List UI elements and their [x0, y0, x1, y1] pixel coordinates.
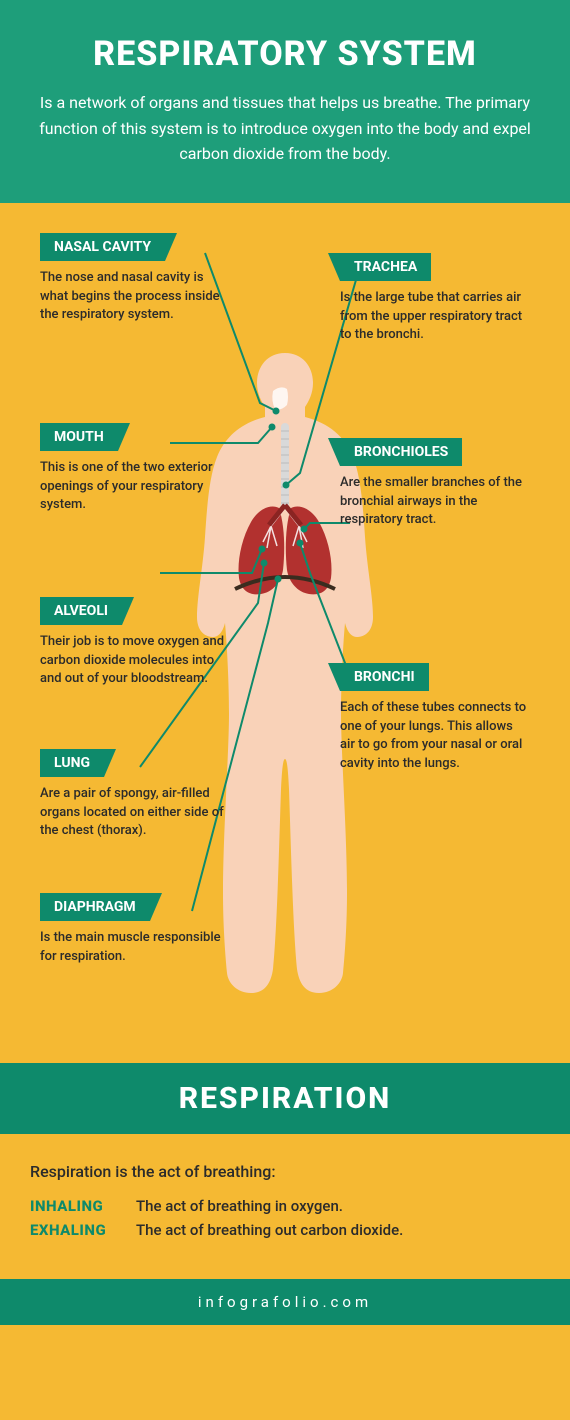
callout-mouth: MOUTH This is one of the two exterior ope… — [40, 423, 230, 516]
callout-bronchi: BRONCHI Each of these tubes connects to o… — [340, 663, 530, 774]
anatomy-diagram: NASAL CAVITY The nose and nasal cavity is… — [0, 203, 570, 1063]
callout-label: BRONCHIOLES — [340, 438, 462, 466]
callout-description: The nose and nasal cavity is what begins… — [40, 269, 230, 326]
respiration-heading: RESPIRATION — [0, 1063, 570, 1134]
callout-label: TRACHEA — [340, 253, 431, 281]
respiration-term: EXHALING — [30, 1221, 126, 1239]
callout-bronchioles: BRONCHIOLES Are the smaller branches of t… — [340, 438, 530, 531]
callout-trachea: TRACHEA Is the large tube that carries ai… — [340, 253, 530, 346]
callout-description: Their job is to move oxygen and carbon d… — [40, 633, 230, 690]
callout-description: Are the smaller branches of the bronchia… — [340, 474, 530, 531]
callout-label: ALVEOLI — [40, 597, 122, 625]
page-subtitle: Is a network of organs and tissues that … — [30, 90, 540, 167]
page-title: RESPIRATORY SYSTEM — [30, 34, 540, 74]
respiration-row: INHALING The act of breathing in oxygen. — [30, 1197, 540, 1215]
respiration-term: INHALING — [30, 1197, 126, 1215]
respiration-def: The act of breathing out carbon dioxide. — [136, 1221, 403, 1239]
respiration-def: The act of breathing in oxygen. — [136, 1197, 343, 1215]
callout-label: NASAL CAVITY — [40, 233, 165, 261]
callout-label: DIAPHRAGM — [40, 893, 150, 921]
callout-alveoli: ALVEOLI Their job is to move oxygen and c… — [40, 597, 230, 690]
footer-credit: infografolio.com — [0, 1279, 570, 1325]
callout-nasal-cavity: NASAL CAVITY The nose and nasal cavity is… — [40, 233, 230, 326]
callout-lung: LUNG Are a pair of spongy, air-filled org… — [40, 749, 230, 842]
callout-description: Each of these tubes connects to one of y… — [340, 699, 530, 774]
callout-diaphragm: DIAPHRAGM Is the main muscle responsible … — [40, 893, 230, 967]
callout-label: BRONCHI — [340, 663, 429, 691]
callout-description: Is the main muscle responsible for respi… — [40, 929, 230, 967]
callout-description: This is one of the two exterior openings… — [40, 459, 230, 516]
callout-description: Are a pair of spongy, air-filled organs … — [40, 785, 230, 842]
callout-label: LUNG — [40, 749, 104, 777]
respiration-row: EXHALING The act of breathing out carbon… — [30, 1221, 540, 1239]
callout-label: MOUTH — [40, 423, 118, 451]
callout-description: Is the large tube that carries air from … — [340, 289, 530, 346]
respiration-intro: Respiration is the act of breathing: — [30, 1162, 540, 1181]
header: RESPIRATORY SYSTEM Is a network of organ… — [0, 0, 570, 203]
respiration-section: Respiration is the act of breathing: INH… — [0, 1134, 570, 1279]
